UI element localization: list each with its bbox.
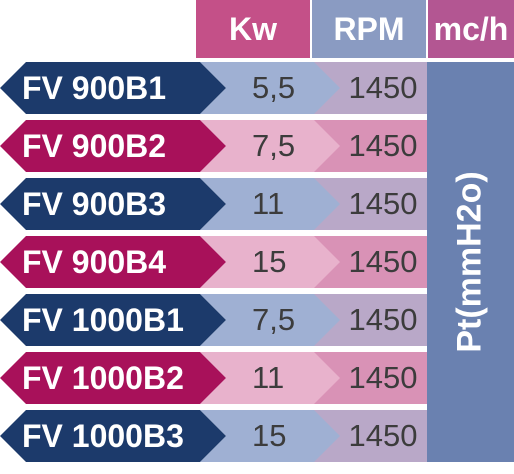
rpm-cell: 1450 [310,120,428,172]
model-label: FV 900B2 [0,120,226,172]
kw-cell: 11 [200,178,340,230]
model-label: FV 1000B1 [0,294,226,346]
model-label: FV 1000B2 [0,352,226,404]
model-label: FV 900B4 [0,236,226,288]
header-kw: Kw [196,0,310,58]
header-flow: mc/h [428,0,514,58]
header-rpm: RPM [312,0,426,58]
model-label: FV 900B3 [0,178,226,230]
model-label: FV 1000B3 [0,410,226,462]
pt-column [427,62,514,462]
model-label: FV 900B1 [0,62,226,114]
pt-label: Pt(mmH2o) [450,171,489,353]
